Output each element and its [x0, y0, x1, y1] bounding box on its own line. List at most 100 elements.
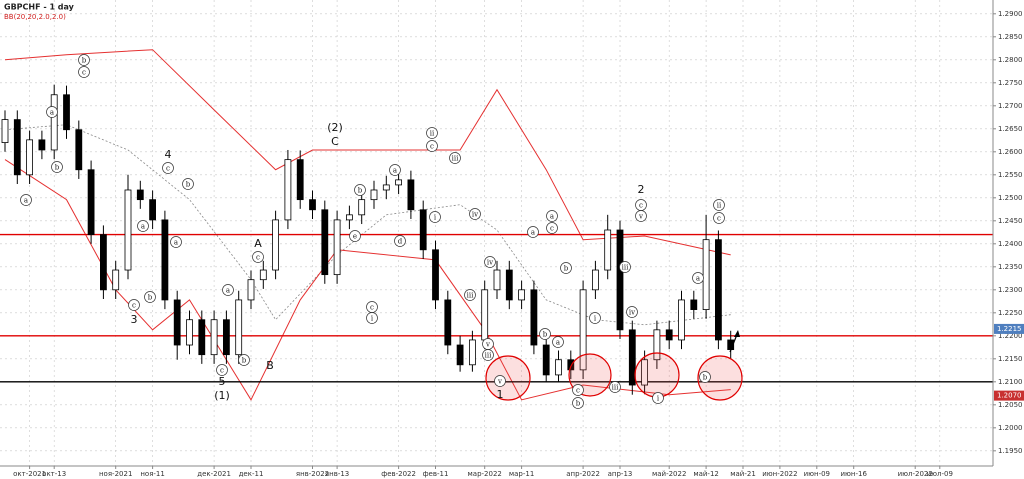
candle-body: [419, 209, 427, 251]
wave-label-circle: [354, 184, 366, 196]
candle-body: [530, 289, 538, 346]
wave-label: iv: [629, 309, 635, 317]
wave-label-circle: [635, 210, 647, 222]
candle-body: [567, 359, 575, 371]
candle-body: [505, 269, 513, 301]
wave-label-circle: [222, 284, 234, 296]
candle-body: [370, 189, 378, 201]
highlight-circle: [697, 355, 743, 401]
wave-label: c: [220, 367, 224, 375]
arrow-head: [734, 330, 740, 337]
candle-body: [678, 299, 685, 341]
chart-title: GBPCHF - 1 day: [4, 3, 75, 12]
x-tick-label: фев-11: [423, 470, 449, 478]
wave-label: iii: [622, 264, 629, 272]
wave-label-circle: [252, 251, 264, 263]
wave-label-circle: [609, 381, 621, 393]
x-tick-label: мар-2022: [468, 470, 502, 478]
wave-label: iv: [487, 259, 493, 267]
wave-label: c: [639, 202, 643, 210]
candle-body: [173, 299, 181, 346]
candle-body: [50, 94, 58, 151]
candle-body: [112, 269, 120, 291]
wave-label-circle: [469, 208, 481, 220]
candle-body: [13, 119, 21, 176]
wave-label-circle: [484, 256, 496, 268]
wave-label-circle: [699, 371, 711, 383]
highlight-circle: [485, 355, 531, 401]
x-tick-label: окт-2021: [13, 470, 46, 478]
wave-label-circle: [652, 392, 664, 404]
candle-body: [604, 229, 612, 271]
wave-label-circle: [619, 261, 631, 273]
wave-label-circle: [51, 161, 63, 173]
wave-label: a: [393, 167, 397, 175]
candle-body: [75, 129, 83, 171]
wave-label: i: [594, 315, 597, 323]
x-tick-label: июл-09: [927, 470, 953, 478]
x-tick-label: июн-09: [804, 470, 830, 478]
wave-label-circle: [216, 364, 228, 376]
candle-body: [210, 319, 218, 356]
wave-label-circle: [162, 162, 174, 174]
wave-label-circle: [713, 212, 725, 224]
wave-label-circle: [78, 66, 90, 78]
wave-label: a: [174, 239, 178, 247]
y-tick-label: 1.2000: [998, 424, 1023, 432]
candle-body: [26, 139, 34, 176]
wave-label: b: [358, 187, 363, 195]
y-tick-label: 1.2900: [998, 10, 1023, 18]
wave-label-circle: [626, 306, 638, 318]
candle-body: [222, 319, 230, 356]
wave-label: c: [132, 302, 136, 310]
wave-label-circle: [429, 211, 441, 223]
wave-label: a: [696, 275, 700, 283]
forecast-arrow: [729, 330, 740, 353]
y-tick-label: 1.2400: [998, 240, 1023, 248]
candle-body: [161, 219, 169, 301]
candle-body: [518, 289, 525, 301]
x-tick-label: ноя-2021: [99, 470, 132, 478]
candle-body: [641, 359, 648, 386]
wave-label: iii: [612, 384, 619, 392]
wave-label-circle: [426, 140, 438, 152]
price-tag-label: 1.2070: [997, 392, 1022, 400]
wave-label-circle: [692, 272, 704, 284]
y-tick-label: 1.2750: [998, 79, 1023, 87]
x-tick-label: май-21: [730, 470, 756, 478]
candle-body: [198, 319, 206, 356]
wave-label-circle: [389, 164, 401, 176]
highlight-circle: [634, 352, 680, 398]
wave-label: c: [82, 69, 86, 77]
wave-label-circle: [137, 220, 149, 232]
wave-label-circle: [426, 127, 438, 139]
y-tick-label: 1.2700: [998, 102, 1023, 110]
x-tick-label: июл-2022: [898, 470, 933, 478]
wave-label: 4: [165, 148, 172, 161]
wave-label-circle: [482, 349, 494, 361]
wave-label: a: [550, 213, 554, 221]
candle-body: [321, 209, 329, 276]
y-tick-label: 1.2550: [998, 171, 1023, 179]
wave-label: v: [485, 341, 490, 349]
wave-label: b: [82, 57, 87, 65]
candle-body: [63, 94, 70, 131]
wave-label: 2: [638, 183, 645, 196]
candle-body: [702, 239, 710, 310]
wave-label: a: [556, 339, 560, 347]
x-tick-label: янв-13: [325, 470, 349, 478]
highlight-circles: [485, 352, 743, 401]
wave-label: i: [434, 214, 437, 222]
wave-label: b: [148, 294, 153, 302]
wave-label: v: [497, 378, 502, 386]
wave-label: c: [430, 143, 434, 151]
y-tick-label: 1.1950: [998, 447, 1023, 455]
candle-body: [690, 299, 698, 310]
y-tick-label: 1.2650: [998, 125, 1023, 133]
candle-body: [124, 189, 132, 271]
wave-label: ii: [717, 202, 722, 210]
wave-label: b: [55, 164, 60, 172]
wave-label-circle: [464, 289, 476, 301]
